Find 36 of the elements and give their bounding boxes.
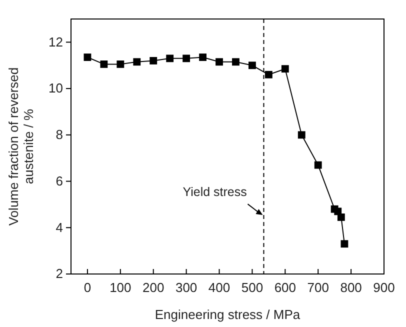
point <box>264 70 272 78</box>
x-tick-label: 800 <box>340 280 362 296</box>
point <box>216 58 223 66</box>
point <box>248 62 256 70</box>
y-tick-label: 6 <box>56 173 63 188</box>
x-tick-label: 200 <box>142 280 164 296</box>
annotation: Yield stress <box>182 185 247 200</box>
point <box>182 54 190 62</box>
point <box>314 161 322 169</box>
point <box>298 131 306 139</box>
point <box>340 240 348 248</box>
point <box>133 58 141 66</box>
point <box>116 60 124 68</box>
point <box>100 60 108 68</box>
point <box>199 54 206 61</box>
x-tick-label: 500 <box>241 280 264 296</box>
y-axis-title: Volume fraction of reversed austenite / % <box>6 67 36 226</box>
x-tick-label: 100 <box>110 280 132 296</box>
y-tick-label: 10 <box>48 80 63 96</box>
y-tick-label: 4 <box>56 220 63 235</box>
y-tick-label: 8 <box>56 127 63 142</box>
x-tick-label: 400 <box>208 280 230 296</box>
y-tick-label: 2 <box>56 266 63 282</box>
x-tick-label: 700 <box>307 280 329 296</box>
point <box>150 57 158 64</box>
point <box>232 58 240 66</box>
point <box>337 213 345 221</box>
point <box>281 65 289 73</box>
x-axis-title: Engineering stress / MPa <box>154 307 301 322</box>
y-tick-label: 12 <box>48 34 63 50</box>
x-tick-label: 0 <box>84 280 92 296</box>
point <box>84 54 92 61</box>
x-tick-label: 900 <box>373 280 395 296</box>
point <box>166 54 174 62</box>
x-tick-label: 300 <box>175 280 198 296</box>
x-tick-label: 600 <box>274 280 296 296</box>
